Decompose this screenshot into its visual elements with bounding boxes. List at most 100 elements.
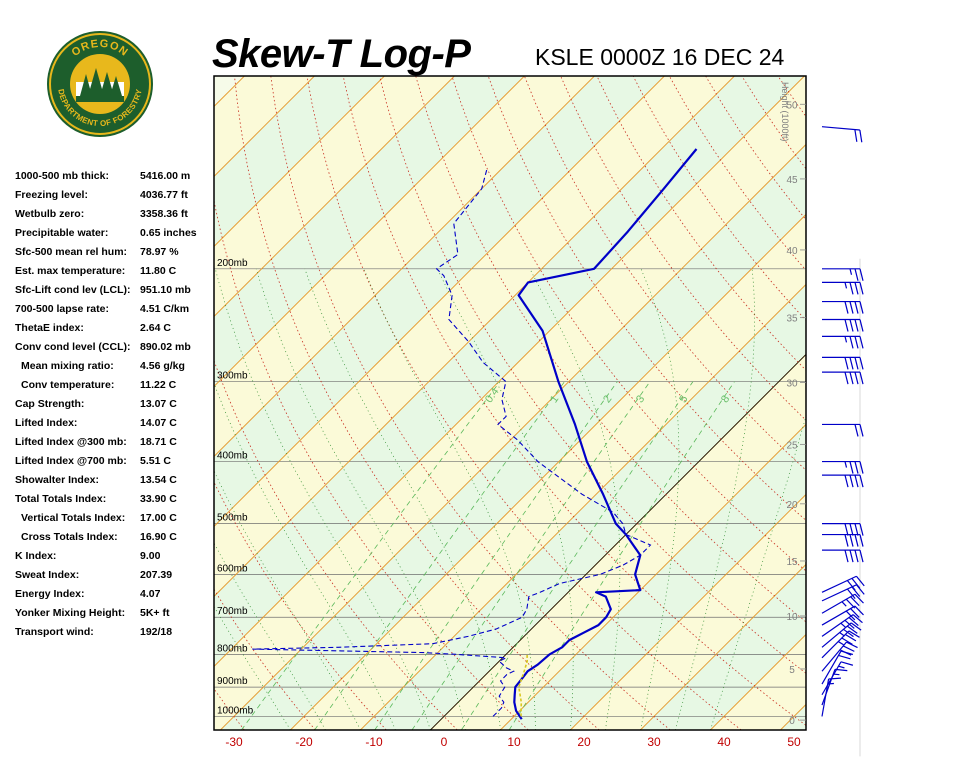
index-label: Yonker Mixing Height: — [15, 607, 126, 619]
wind-barb — [822, 423, 864, 437]
isotherm — [0, 76, 174, 730]
index-value: 2.64 C — [140, 322, 171, 334]
isotherm — [214, 76, 385, 248]
height-tick-label: 15 — [786, 557, 798, 568]
barb-flag — [854, 461, 859, 474]
wind-barb — [822, 523, 864, 536]
dry-adiabat — [270, 76, 671, 730]
barb-shaft — [821, 575, 857, 593]
barb-flag — [843, 628, 854, 638]
mixing-ratio-label: 8 — [719, 393, 732, 405]
height-tick-label: 0 — [789, 716, 795, 727]
isotherm — [850, 76, 960, 730]
index-label: Conv cond level (CCL): — [15, 341, 131, 353]
barb-flag — [851, 577, 861, 589]
freezing-isotherm — [430, 353, 806, 730]
moist-adiabat — [214, 382, 396, 730]
index-label: K Index: — [15, 550, 57, 562]
index-value: 11.22 C — [140, 379, 177, 391]
height-tick-label: 20 — [786, 500, 798, 511]
mixing-ratio-line — [314, 381, 565, 730]
index-value: 18.71 C — [140, 436, 177, 448]
index-label: Cross Totals Index: — [21, 531, 118, 543]
moist-adiabat — [529, 268, 621, 730]
barb-flag — [854, 282, 859, 295]
index-row: Yonker Mixing Height: 5K+ ft — [15, 605, 210, 624]
barb-flag — [844, 534, 849, 547]
index-value: 4.51 C/km — [140, 303, 190, 315]
wind-barb — [822, 318, 864, 332]
isotherm-band — [214, 76, 806, 730]
moist-adiabat — [675, 268, 755, 730]
isotherm — [640, 563, 806, 730]
pressure-label: 900mb — [217, 676, 248, 687]
isotherm — [570, 493, 806, 730]
barb-flag — [855, 575, 865, 587]
temperature-tick-label: -10 — [365, 735, 383, 749]
index-label: Sfc-500 mean rel hum: — [15, 246, 128, 258]
isotherm — [214, 76, 735, 598]
index-row: Cross Totals Index: 16.90 C — [15, 529, 210, 548]
index-row: Sfc-500 mean rel hum: 78.97 % — [15, 244, 210, 263]
index-value: 16.90 C — [140, 531, 177, 543]
index-row: Lifted Index: 14.07 C — [15, 415, 210, 434]
wind-barb — [822, 300, 864, 314]
barb-flag — [850, 608, 860, 618]
barb-flag — [859, 129, 863, 143]
index-row: Precipitable water: 0.65 inches — [15, 225, 210, 244]
index-label: Transport wind: — [15, 626, 94, 638]
oregon-forestry-logo: OREGON DEPARTMENT OF FORESTRY — [47, 31, 153, 137]
height-axis-title: Height (1000ft) — [780, 82, 790, 142]
barb-flag — [841, 637, 853, 645]
isotherm — [214, 76, 665, 528]
mixing-ratio-label: 1 — [548, 393, 561, 405]
temperature-tick-label: 0 — [441, 735, 448, 749]
dry-adiabat — [451, 76, 806, 572]
wind-barb — [821, 661, 854, 696]
barb-flag — [840, 622, 846, 628]
index-value: 5K+ ft — [140, 607, 170, 619]
height-tick-label: 5 — [789, 665, 795, 676]
barb-flag — [859, 301, 864, 314]
wind-barb — [822, 335, 864, 349]
barb-flag — [859, 336, 864, 349]
dry-adiabat — [234, 76, 600, 730]
pressure-label: 200mb — [217, 258, 248, 269]
index-label: Showalter Index: — [15, 474, 100, 486]
barb-flag — [839, 649, 852, 656]
barb-flag — [852, 614, 863, 624]
dry-adiabat — [214, 198, 529, 730]
index-value: 17.00 C — [140, 512, 177, 524]
barb-flag — [850, 622, 862, 631]
barb-flag — [854, 475, 859, 488]
temperature-tick-label: -30 — [225, 735, 243, 749]
dry-adiabat — [8, 76, 173, 730]
index-row: Freezing level: 4036.77 ft — [15, 187, 210, 206]
barb-shaft — [821, 650, 842, 685]
height-tick-label: 10 — [786, 612, 798, 623]
index-value: 13.54 C — [140, 474, 177, 486]
pressure-label: 500mb — [217, 513, 248, 524]
index-row: Cap Strength: 13.07 C — [15, 396, 210, 415]
barb-flag — [854, 357, 859, 370]
index-value: 4036.77 ft — [140, 189, 188, 201]
index-label: Mean mixing ratio: — [21, 360, 114, 372]
temperature-tick-label: 10 — [507, 735, 521, 749]
isotherm — [0, 76, 104, 730]
index-row: 700-500 lapse rate: 4.51 C/km — [15, 301, 210, 320]
index-value: 9.00 — [140, 550, 161, 562]
index-row: Wetbulb zero: 3358.36 ft — [15, 206, 210, 225]
plot-frame — [213, 75, 807, 731]
height-tick-label: 30 — [786, 378, 798, 389]
index-row: Mean mixing ratio: 4.56 g/kg — [15, 358, 210, 377]
barb-flag — [859, 475, 864, 488]
barb-flag — [844, 319, 849, 332]
index-value: 78.97 % — [140, 246, 179, 258]
barb-shaft — [821, 622, 852, 648]
barb-flag — [854, 523, 859, 536]
pressure-label: 700mb — [217, 606, 248, 617]
pressure-label: 600mb — [217, 563, 248, 574]
barb-flag — [841, 601, 847, 607]
barb-flag — [844, 301, 849, 314]
pressure-label: 300mb — [217, 371, 248, 382]
